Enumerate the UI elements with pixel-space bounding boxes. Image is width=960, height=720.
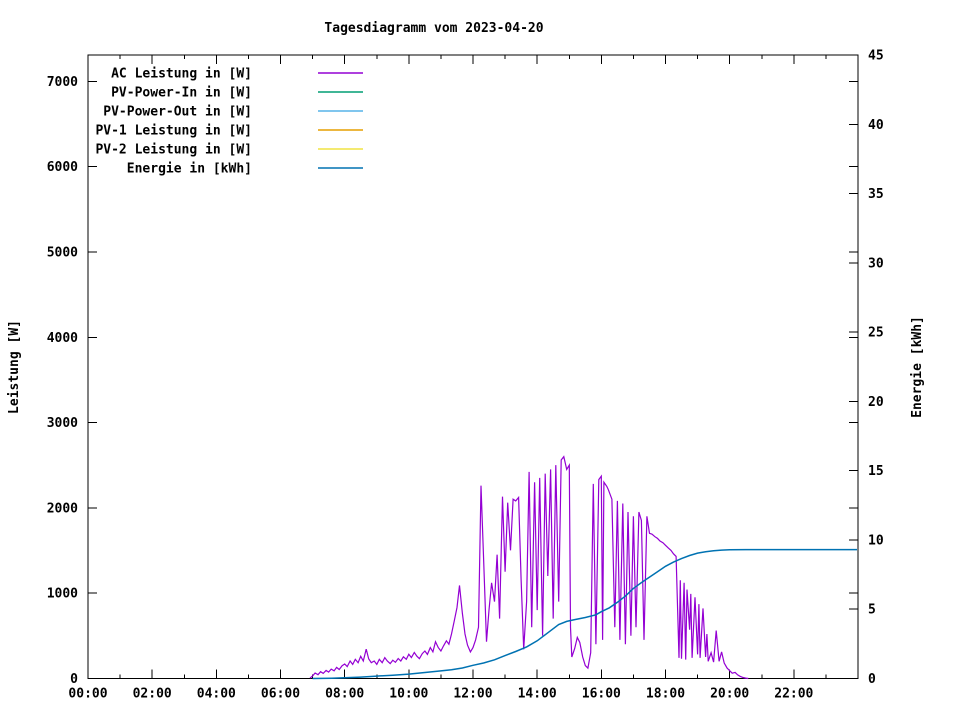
y2-tick-label: 15 [868,464,884,479]
y2-tick-label: 35 [868,187,884,202]
axes [87,54,859,679]
y2-tick-label: 0 [868,672,876,687]
chart-title: Tagesdiagramm vom 2023-04-20 [324,21,543,36]
y2-tick-label: 10 [868,533,884,548]
x-tick-label: 04:00 [197,687,236,702]
x-tick-label: 06:00 [261,687,300,702]
y-tick-label: 4000 [47,331,78,346]
y2-axis-label: Energie [kWh] [910,316,925,418]
y2-tick-label: 30 [868,256,884,271]
x-tick-label: 20:00 [710,687,749,702]
x-tick-label: 02:00 [133,687,172,702]
legend-label: Energie in [kWh] [127,162,252,177]
x-tick-label: 18:00 [646,687,685,702]
legend-label: PV-2 Leistung in [W] [95,143,252,158]
x-tick-label: 12:00 [453,687,492,702]
x-tick-label: 00:00 [68,687,107,702]
y2-tick-label: 45 [868,49,884,64]
x-tick-label: 16:00 [582,687,621,702]
x-tick-label: 14:00 [518,687,557,702]
x-tick-label: 10:00 [389,687,428,702]
x-tick-label: 22:00 [774,687,813,702]
y-tick-label: 2000 [47,501,78,516]
y-tick-label: 5000 [47,246,78,261]
legend-label: PV-Power-Out in [W] [103,105,252,120]
y-tick-label: 0 [70,672,78,687]
legend: AC Leistung in [W] PV-Power-In in [W] PV-P… [95,67,363,177]
y-axis-label: Leistung [W] [7,320,22,414]
legend-item: PV-Power-In in [W] [111,86,363,101]
legend-label: AC Leistung in [W] [111,67,252,82]
legend-item: AC Leistung in [W] [111,67,363,82]
y2-tick-label: 20 [868,395,884,410]
y-tick-label: 3000 [47,416,78,431]
x-tick-label: 08:00 [325,687,364,702]
y-tick-label: 1000 [47,587,78,602]
legend-item: Energie in [kWh] [127,162,363,177]
y2-tick-label: 25 [868,326,884,341]
legend-label: PV-Power-In in [W] [111,86,252,101]
series-ac [309,455,749,680]
y2-tick-label: 5 [868,603,876,618]
legend-label: PV-1 Leistung in [W] [95,124,252,139]
tick-labels: 00:00 02:00 04:00 06:00 08:00 10:00 12:00 14:00… [47,49,884,702]
series-energie [312,548,857,680]
y2-tick-label: 40 [868,118,884,133]
y-tick-label: 6000 [47,160,78,175]
legend-item: PV-1 Leistung in [W] [95,124,363,139]
y-tick-label: 7000 [47,75,78,90]
legend-item: PV-Power-Out in [W] [103,105,363,120]
legend-item: PV-2 Leistung in [W] [95,143,363,158]
